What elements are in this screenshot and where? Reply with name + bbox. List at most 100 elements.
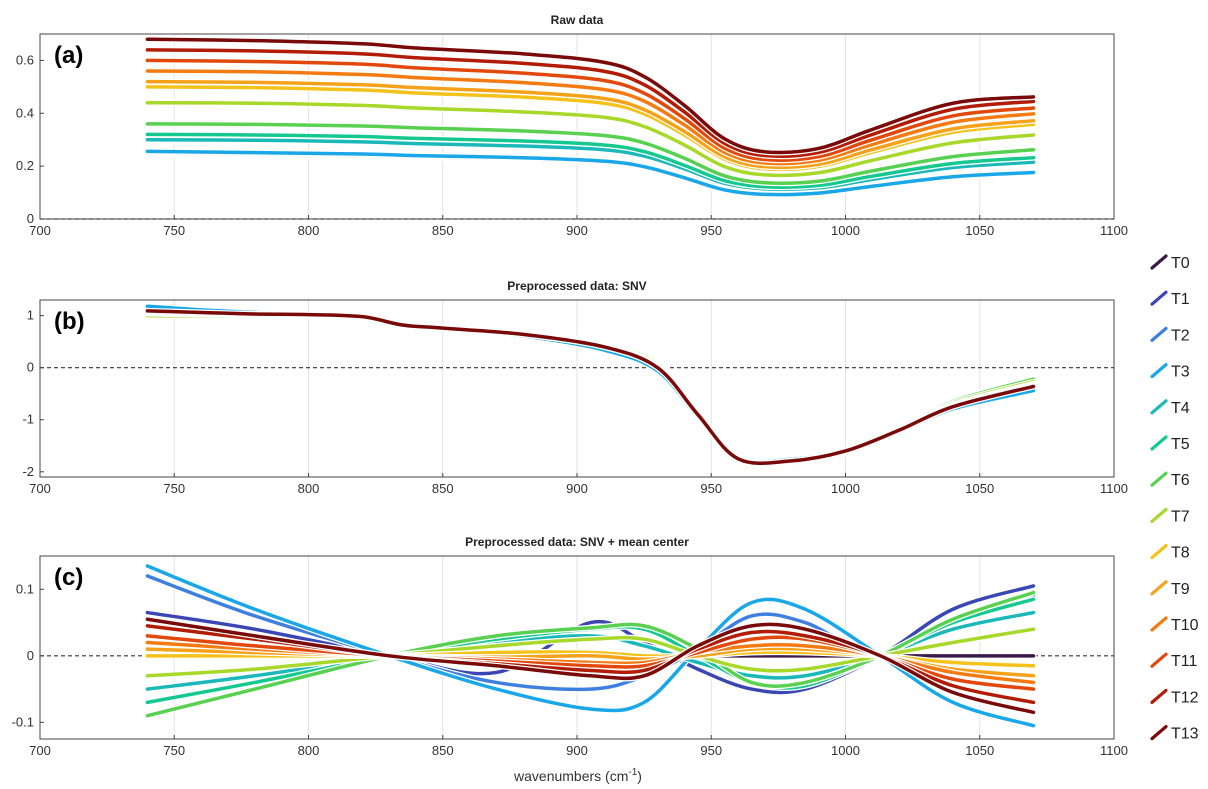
- x-tick-label: 800: [298, 481, 320, 496]
- legend-item-t9: T9: [1150, 580, 1190, 598]
- series-line-t1: [145, 306, 1036, 464]
- legend-item-t3: T3: [1150, 363, 1190, 381]
- y-tick-label: 1: [27, 308, 34, 323]
- y-tick-label: 0.2: [16, 158, 34, 173]
- panel-title: Preprocessed data: SNV: [507, 279, 646, 293]
- panel-b: 700 750 800 850 900 950 1000 1050 1100 -2 -1 0 1 Prep…: [22, 279, 1128, 496]
- x-tick-label: 700: [29, 223, 51, 238]
- legend-item-t7: T7: [1150, 507, 1190, 525]
- x-tick-label: 750: [163, 223, 185, 238]
- series-line-t0: [145, 307, 1036, 464]
- legend-item-t4: T4: [1150, 399, 1190, 417]
- y-tick-label: 0: [27, 360, 34, 375]
- y-tick-label: 0: [27, 211, 34, 226]
- panel-a: 700 750 800 850 900 950 1000 1050 1100 0 0.2 0.4 0.6…: [16, 13, 1128, 238]
- series-line-t10: [145, 69, 1036, 166]
- panel-title: Preprocessed data: SNV + mean center: [465, 535, 689, 549]
- x-tick-label: 900: [566, 743, 588, 758]
- series-outline: [144, 308, 1037, 467]
- legend-label: T0: [1171, 255, 1190, 272]
- series-line-t6: [145, 122, 1036, 185]
- legend-swatch: [1150, 326, 1168, 342]
- legend-item-t12: T12: [1150, 688, 1199, 706]
- x-tick-label: 1050: [965, 481, 994, 496]
- panel-label: (a): [54, 42, 83, 69]
- y-tick-label: 0: [27, 648, 34, 663]
- panels: 700 750 800 850 900 950 1000 1050 110000.20.40.6…: [12, 13, 1128, 758]
- series-line-t13: [145, 617, 1036, 715]
- legend-label: T12: [1171, 689, 1199, 706]
- legend-swatch: [1150, 652, 1168, 668]
- series-line-t11: [145, 310, 1036, 466]
- x-tick-label: 1000: [831, 481, 860, 496]
- legend-item-t8: T8: [1150, 543, 1190, 562]
- legend-item-t0: T0: [1150, 254, 1190, 272]
- legend-swatch: [1150, 254, 1168, 270]
- legend-swatch: [1150, 543, 1168, 560]
- x-tick-label: 950: [700, 481, 722, 496]
- legend-label: T10: [1171, 617, 1199, 634]
- panel-title: Raw data: [551, 13, 604, 27]
- series-line-t3: [145, 304, 1036, 464]
- series-outline: [144, 312, 1037, 471]
- x-tick-label: 1000: [831, 223, 860, 238]
- x-tick-label: 1100: [1100, 223, 1128, 238]
- legend-item-t6: T6: [1150, 471, 1190, 489]
- legend-item-t11: T11: [1150, 652, 1197, 670]
- series-line-t5: [145, 132, 1036, 189]
- legend-swatch: [1150, 435, 1168, 451]
- legend-label: T4: [1171, 400, 1190, 417]
- legend-label: T1: [1171, 291, 1190, 308]
- y-tick-label: 0.6: [16, 52, 34, 67]
- series-outline: [144, 310, 1037, 468]
- series-line-t12: [145, 48, 1036, 158]
- x-tick-label: 950: [700, 223, 722, 238]
- legend-label: T5: [1171, 436, 1190, 453]
- y-tick-label: 0.1: [16, 581, 34, 596]
- legend-item-t1: T1: [1150, 290, 1190, 308]
- x-tick-label: 950: [700, 743, 722, 758]
- x-tick-label: 1000: [831, 743, 860, 758]
- legend-item-t5: T5: [1150, 435, 1190, 453]
- x-tick-label: 700: [29, 481, 51, 496]
- series-line-t12: [145, 309, 1036, 465]
- legend-label: T11: [1171, 653, 1197, 670]
- series-line-t6: [145, 590, 1036, 718]
- legend-item-t10: T10: [1150, 616, 1199, 634]
- x-tick-label: 1100: [1100, 481, 1128, 496]
- legend-swatch: [1150, 724, 1168, 741]
- series-line-t9: [145, 79, 1036, 169]
- series-line-t4: [145, 137, 1036, 192]
- x-tick-label: 800: [298, 743, 320, 758]
- x-tick-label: 850: [432, 223, 454, 238]
- series-line-t11: [145, 58, 1036, 162]
- legend-item-t2: T2: [1150, 326, 1190, 344]
- x-tick-label: 700: [29, 743, 51, 758]
- legend-swatch: [1150, 290, 1168, 306]
- legend-swatch: [1150, 507, 1168, 524]
- y-tick-label: -0.1: [12, 714, 34, 729]
- x-axis-label: wavenumbers (cm-1): [513, 767, 642, 784]
- series-outline: [144, 304, 1037, 466]
- series-group: [144, 303, 1037, 471]
- legend-label: T8: [1171, 545, 1190, 562]
- series-outline: [144, 308, 1037, 467]
- x-tick-label: 1050: [965, 743, 994, 758]
- panel-c: 700 750 800 850 900 950 1000 1050 1100 -0.1 0 0.1 Pr…: [12, 535, 1128, 758]
- series-line-t13: [145, 309, 1036, 465]
- series-line-t2: [145, 305, 1036, 465]
- x-tick-label: 850: [432, 743, 454, 758]
- legend-swatch: [1150, 363, 1168, 379]
- legend-swatch: [1150, 471, 1168, 487]
- legend-swatch: [1150, 399, 1168, 415]
- y-tick-label: -2: [22, 464, 34, 479]
- series-outline: [144, 311, 1037, 470]
- legend-item-t13: T13: [1150, 724, 1199, 743]
- x-tick-label: 750: [163, 743, 185, 758]
- series-outline: [144, 309, 1037, 468]
- x-tick-label: 850: [432, 481, 454, 496]
- panel-label: (c): [54, 564, 83, 591]
- series-line-t10: [145, 310, 1036, 467]
- legend-swatch: [1150, 616, 1168, 632]
- x-tick-label: 750: [163, 481, 185, 496]
